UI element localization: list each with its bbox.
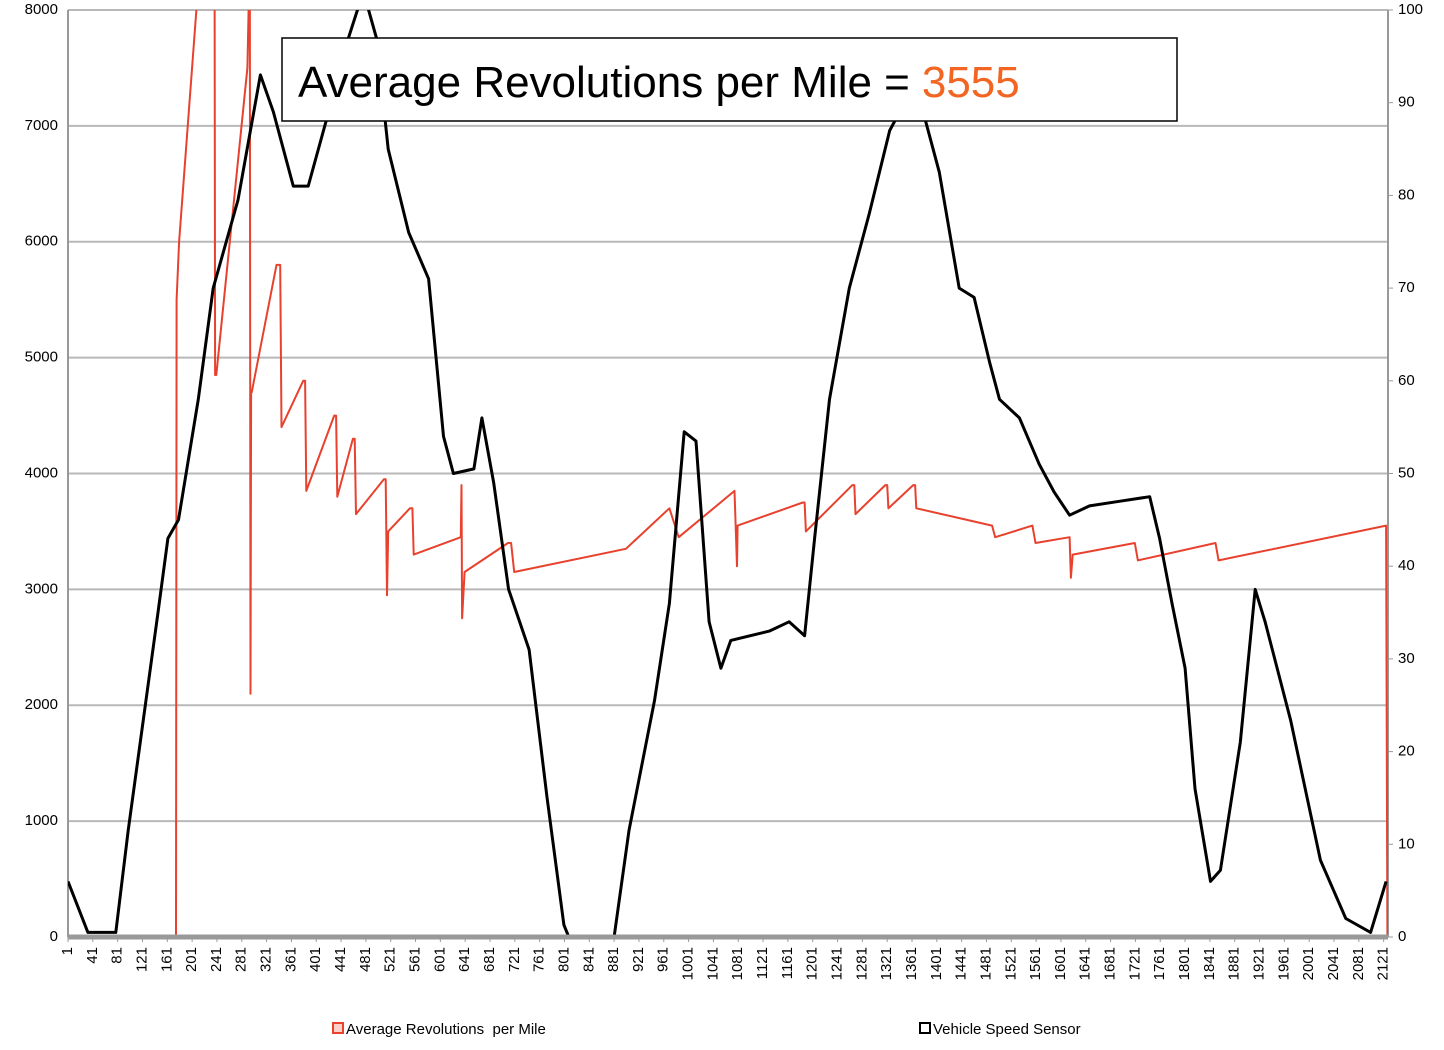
legend: Average Revolutions per Mile Vehicle Spee… — [332, 1021, 1081, 1038]
plot-area — [68, 10, 1388, 937]
y-tick-label: 4000 — [25, 464, 58, 481]
y2-tick-label: 50 — [1398, 464, 1415, 481]
annotation-box — [281, 37, 1178, 122]
x-tick-label: 1681 — [1102, 947, 1119, 980]
y2-tick-label: 0 — [1398, 928, 1406, 945]
annotation: Average Revolutions per Mile = 3555 — [298, 58, 1020, 107]
x-tick-label: 2121 — [1375, 947, 1392, 980]
x-tick-label: 761 — [531, 947, 548, 972]
y2-tick-label: 100 — [1398, 1, 1423, 18]
x-tick-label: 1641 — [1077, 947, 1094, 980]
x-tick-label: 1121 — [754, 947, 771, 979]
x-tick-label: 801 — [555, 947, 572, 972]
y2-tick-label: 80 — [1398, 186, 1415, 203]
x-tick-label: 1321 — [878, 947, 895, 980]
x-tick-label: 2081 — [1350, 947, 1367, 980]
x-tick-label: 1041 — [704, 947, 721, 980]
x-tick-label: 1961 — [1275, 947, 1292, 980]
x-tick-label: 961 — [655, 947, 672, 972]
legend-label: Average Revolutions per Mile — [346, 1021, 546, 1038]
x-tick-label: 921 — [630, 947, 647, 972]
y-tick-label: 8000 — [25, 1, 58, 18]
x-tick-label: 841 — [580, 947, 597, 972]
legend-swatch — [919, 1022, 931, 1034]
y2-tick-label: 70 — [1398, 279, 1415, 296]
x-tick-label: 1561 — [1027, 947, 1044, 980]
x-tick-label: 1801 — [1176, 947, 1193, 980]
chart-title: Average Revolutions per Mile = — [298, 58, 910, 107]
x-tick-label: 1721 — [1126, 947, 1143, 980]
x-tick-label: 721 — [506, 947, 523, 972]
legend-label: Vehicle Speed Sensor — [933, 1021, 1081, 1038]
annotation-value: 3555 — [922, 58, 1020, 107]
y-tick-label: 6000 — [25, 233, 58, 250]
x-tick-label: 241 — [208, 947, 225, 972]
x-tick-label: 1761 — [1151, 947, 1168, 980]
x-tick-label: 201 — [183, 947, 200, 972]
x-tick-label: 1521 — [1002, 947, 1019, 980]
x-tick-label: 1361 — [903, 947, 920, 980]
grid — [68, 9, 1388, 938]
y-tick-label: 2000 — [25, 696, 58, 713]
x-tick-label: 881 — [605, 947, 622, 972]
x-tick-label: 1841 — [1201, 947, 1218, 980]
y-tick-label: 7000 — [25, 117, 58, 134]
y2-tick-label: 10 — [1398, 835, 1415, 852]
series-line — [68, 10, 1388, 937]
x-tick-label: 1001 — [680, 947, 697, 980]
x-tick-label: 121 — [133, 947, 150, 972]
x-tick-label: 161 — [158, 947, 175, 972]
x-tick-label: 481 — [357, 947, 374, 972]
y2-tick-label: 90 — [1398, 94, 1415, 111]
x-tick-label: 1161 — [779, 947, 796, 979]
x-tick-label: 561 — [407, 947, 424, 972]
x-tick-label: 1441 — [953, 947, 970, 980]
y-tick-label: 3000 — [25, 580, 58, 597]
ticks: 0 1000 2000 3000 4000 5000 6000 7000 8000 0 10 20 30… — [25, 1, 1423, 980]
x-tick-label: 41 — [84, 947, 101, 964]
y-tick-label: 5000 — [25, 349, 58, 366]
x-tick-label: 1481 — [977, 947, 994, 980]
x-tick-label: 2041 — [1325, 947, 1342, 980]
x-tick-label: 361 — [282, 947, 299, 972]
x-tick-label: 441 — [332, 947, 349, 972]
x-tick-label: 681 — [481, 947, 498, 972]
y2-tick-label: 30 — [1398, 650, 1415, 667]
x-tick-label: 1081 — [729, 947, 746, 980]
x-tick-label: 1201 — [804, 947, 821, 980]
x-tick-label: 521 — [382, 947, 399, 972]
x-tick-label: 1921 — [1251, 947, 1268, 980]
y-tick-label: 0 — [50, 928, 58, 945]
x-tick-label: 601 — [431, 947, 448, 972]
y2-tick-label: 60 — [1398, 372, 1415, 389]
x-tick-label: 321 — [258, 947, 275, 972]
x-tick-label: 1601 — [1052, 947, 1069, 980]
x-tick-label: 401 — [307, 947, 324, 972]
x-tick-label: 1881 — [1226, 947, 1243, 980]
x-tick-label: 81 — [109, 947, 126, 964]
legend-swatch — [332, 1022, 344, 1034]
y2-tick-label: 40 — [1398, 557, 1415, 574]
y-tick-label: 1000 — [25, 812, 58, 829]
series-line — [68, 10, 1388, 937]
x-tick-label: 1 — [59, 947, 76, 955]
x-tick-label: 281 — [233, 947, 250, 972]
x-tick-label: 1281 — [853, 947, 870, 980]
x-tick-label: 641 — [456, 947, 473, 972]
x-tick-label: 1401 — [928, 947, 945, 980]
x-tick-label: 1241 — [829, 947, 846, 980]
y2-tick-label: 20 — [1398, 743, 1415, 760]
x-tick-label: 2001 — [1300, 947, 1317, 980]
